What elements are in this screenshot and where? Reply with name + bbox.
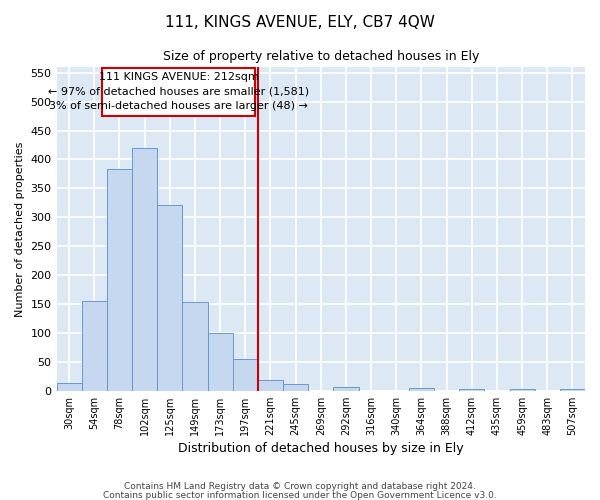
Bar xyxy=(182,302,208,391)
Bar xyxy=(459,388,484,391)
Bar xyxy=(560,388,585,391)
Bar xyxy=(283,384,308,391)
Text: 111, KINGS AVENUE, ELY, CB7 4QW: 111, KINGS AVENUE, ELY, CB7 4QW xyxy=(165,15,435,30)
Title: Size of property relative to detached houses in Ely: Size of property relative to detached ho… xyxy=(163,50,479,63)
Bar xyxy=(509,389,535,391)
Bar xyxy=(334,388,359,391)
Bar xyxy=(82,301,107,391)
Bar xyxy=(233,359,258,391)
Y-axis label: Number of detached properties: Number of detached properties xyxy=(15,141,25,316)
Bar xyxy=(132,148,157,391)
Bar xyxy=(56,384,82,391)
Bar xyxy=(107,170,132,391)
Bar xyxy=(409,388,434,391)
Text: ← 97% of detached houses are smaller (1,581): ← 97% of detached houses are smaller (1,… xyxy=(48,87,309,97)
Bar xyxy=(157,204,182,391)
Bar xyxy=(208,333,233,391)
FancyBboxPatch shape xyxy=(102,68,256,116)
Text: Contains public sector information licensed under the Open Government Licence v3: Contains public sector information licen… xyxy=(103,490,497,500)
Bar xyxy=(258,380,283,391)
Text: 111 KINGS AVENUE: 212sqm: 111 KINGS AVENUE: 212sqm xyxy=(99,72,259,82)
Text: 3% of semi-detached houses are larger (48) →: 3% of semi-detached houses are larger (4… xyxy=(49,100,308,110)
X-axis label: Distribution of detached houses by size in Ely: Distribution of detached houses by size … xyxy=(178,442,464,455)
Text: Contains HM Land Registry data © Crown copyright and database right 2024.: Contains HM Land Registry data © Crown c… xyxy=(124,482,476,491)
